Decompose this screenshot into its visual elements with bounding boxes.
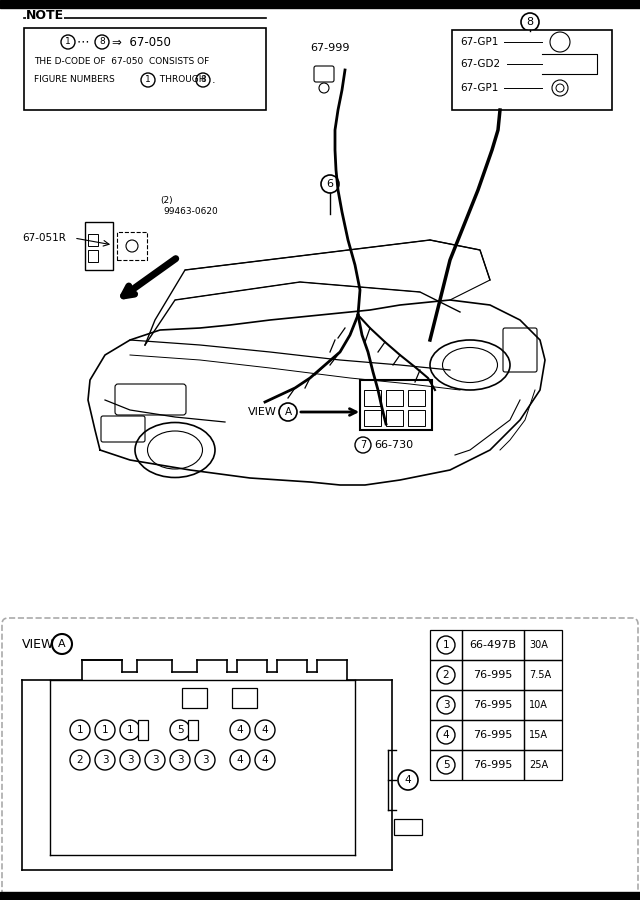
Text: 3: 3 [177,755,183,765]
Bar [360,380,432,430]
Bar [0,892,640,900]
Text: 76-995: 76-995 [474,700,513,710]
Bar [24,28,266,110]
Text: 67-GD2: 67-GD2 [460,59,500,69]
Bar [394,819,422,835]
Bar [430,630,462,660]
Bar [188,720,198,740]
Bar [386,390,403,406]
Text: 25A: 25A [529,760,548,770]
Bar [85,222,113,270]
Text: 15A: 15A [529,730,548,740]
Bar [138,720,148,740]
Text: 1: 1 [145,76,151,85]
Text: NOTE: NOTE [26,9,64,22]
Bar [462,720,524,750]
Bar [462,660,524,690]
Bar [430,750,462,780]
Bar [430,660,462,690]
Bar [462,630,524,660]
Ellipse shape [430,340,510,390]
Text: 30A: 30A [529,640,548,650]
Text: 1: 1 [102,725,108,735]
Text: 1: 1 [77,725,83,735]
Bar [524,720,562,750]
Bar [524,690,562,720]
Text: 99463-0620: 99463-0620 [163,208,218,217]
Text: THROUGH: THROUGH [157,76,209,85]
Text: ⇒  67-050: ⇒ 67-050 [112,35,171,49]
Bar [430,690,462,720]
Text: 67-GP1: 67-GP1 [460,37,499,47]
Bar [430,720,462,750]
Text: A: A [58,639,66,649]
Bar [364,390,381,406]
Text: 76-995: 76-995 [474,670,513,680]
Bar [524,630,562,660]
Text: 1: 1 [127,725,133,735]
Text: 1: 1 [443,640,449,650]
Bar [117,232,147,260]
Text: 4: 4 [262,755,268,765]
Text: 1: 1 [65,38,71,47]
Text: 67-GP1: 67-GP1 [460,83,499,93]
Text: 4: 4 [237,755,243,765]
Text: 6: 6 [326,179,333,189]
FancyBboxPatch shape [2,618,638,898]
Text: 4: 4 [404,775,412,785]
Text: FIGURE NUMBERS: FIGURE NUMBERS [34,76,118,85]
Bar [88,234,98,246]
Text: 8: 8 [200,76,206,85]
Bar [524,750,562,780]
Bar [88,250,98,262]
Text: 4: 4 [237,725,243,735]
Bar [462,690,524,720]
Text: 76-995: 76-995 [474,730,513,740]
Text: 2: 2 [443,670,449,680]
Bar [462,750,524,780]
Text: A: A [284,407,292,417]
Text: 3: 3 [202,755,208,765]
Text: 3: 3 [127,755,133,765]
Text: 4: 4 [262,725,268,735]
Text: 66-730: 66-730 [374,440,413,450]
Text: THE D-CODE OF  67-050  CONSISTS OF: THE D-CODE OF 67-050 CONSISTS OF [34,58,209,67]
Text: 3: 3 [152,755,158,765]
Text: .: . [212,75,216,85]
Bar [364,410,381,426]
Text: VIEW: VIEW [248,407,277,417]
Bar [524,660,562,690]
Text: 8: 8 [527,17,534,27]
Text: 8: 8 [99,38,105,47]
Bar [408,410,425,426]
Text: 7: 7 [360,440,366,450]
Text: 3: 3 [443,700,449,710]
Bar [408,390,425,406]
Text: 5: 5 [177,725,183,735]
Bar [0,0,640,8]
Text: ⋯: ⋯ [77,35,90,49]
Text: 3: 3 [102,755,108,765]
Text: 67-999: 67-999 [310,43,349,53]
Text: 4: 4 [443,730,449,740]
Bar [452,30,612,110]
Text: 7.5A: 7.5A [529,670,551,680]
Ellipse shape [135,422,215,478]
Bar [182,688,207,708]
Text: 2: 2 [77,755,83,765]
Text: VIEW: VIEW [22,637,54,651]
Text: 10A: 10A [529,700,548,710]
Text: (2): (2) [160,195,173,204]
Text: 76-995: 76-995 [474,760,513,770]
Text: 67-051R: 67-051R [22,233,66,243]
Text: 66-497B: 66-497B [470,640,516,650]
Bar [232,688,257,708]
Bar [386,410,403,426]
Text: 5: 5 [443,760,449,770]
